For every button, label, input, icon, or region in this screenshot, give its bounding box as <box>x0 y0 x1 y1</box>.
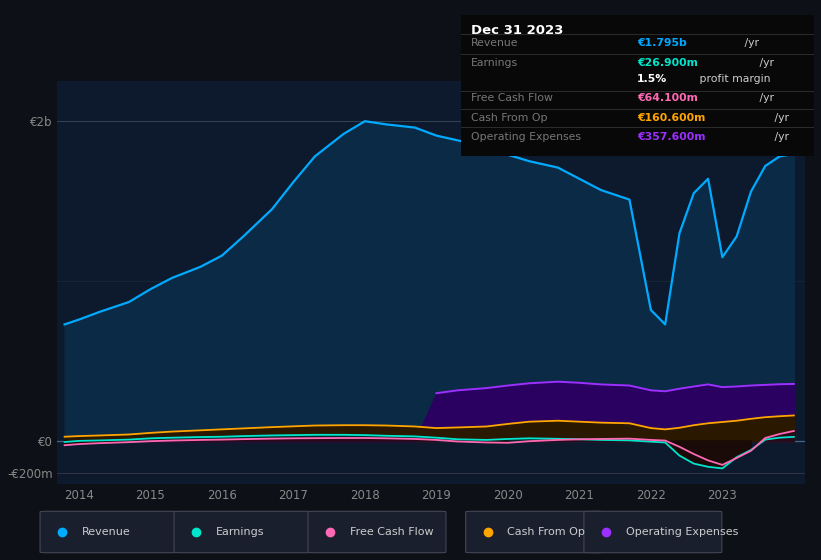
Text: Revenue: Revenue <box>471 38 519 48</box>
Text: Free Cash Flow: Free Cash Flow <box>350 527 433 537</box>
Text: 1.5%: 1.5% <box>637 74 667 85</box>
FancyBboxPatch shape <box>174 511 312 553</box>
Text: Dec 31 2023: Dec 31 2023 <box>471 25 563 38</box>
Text: Operating Expenses: Operating Expenses <box>471 132 581 142</box>
Text: €357.600m: €357.600m <box>637 132 705 142</box>
Text: Operating Expenses: Operating Expenses <box>626 527 738 537</box>
Text: Free Cash Flow: Free Cash Flow <box>471 93 553 103</box>
Text: Cash From Op: Cash From Op <box>471 113 548 123</box>
FancyBboxPatch shape <box>584 511 722 553</box>
Text: profit margin: profit margin <box>696 74 771 85</box>
Text: Revenue: Revenue <box>82 527 131 537</box>
Text: €64.100m: €64.100m <box>637 93 698 103</box>
FancyBboxPatch shape <box>466 511 603 553</box>
Text: Earnings: Earnings <box>216 527 264 537</box>
FancyBboxPatch shape <box>40 511 178 553</box>
FancyBboxPatch shape <box>308 511 446 553</box>
Text: Cash From Op: Cash From Op <box>507 527 585 537</box>
Text: /yr: /yr <box>741 38 759 48</box>
Text: /yr: /yr <box>771 132 788 142</box>
Text: /yr: /yr <box>771 113 788 123</box>
Text: /yr: /yr <box>755 93 773 103</box>
Text: €160.600m: €160.600m <box>637 113 705 123</box>
Text: €26.900m: €26.900m <box>637 58 698 68</box>
Text: Earnings: Earnings <box>471 58 518 68</box>
Text: /yr: /yr <box>755 58 773 68</box>
Text: €1.795b: €1.795b <box>637 38 687 48</box>
